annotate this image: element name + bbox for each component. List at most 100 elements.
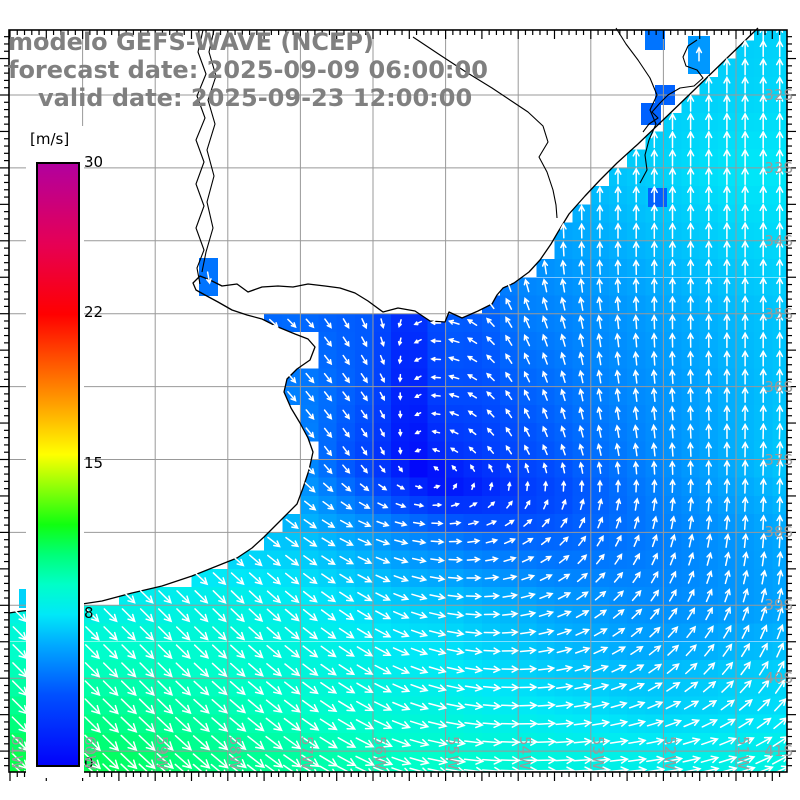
wind-arrow-icon (612, 609, 625, 619)
wind-arrow-icon (664, 755, 684, 764)
speed-cell (409, 459, 428, 478)
wind-arrow-icon (467, 410, 477, 417)
wind-arrow-icon (739, 679, 752, 694)
wind-arrow-icon (357, 591, 373, 602)
wind-arrow-icon (430, 538, 445, 545)
wind-arrow-icon (321, 537, 336, 547)
wind-arrow-icon (723, 112, 731, 131)
wind-arrow-icon (357, 538, 373, 546)
wind-arrow-icon (266, 644, 282, 659)
wind-arrow-icon (84, 644, 101, 660)
wind-arrow-icon (380, 318, 385, 330)
wind-arrow-icon (175, 626, 191, 641)
wind-arrow-icon (450, 502, 461, 507)
wind-arrow-icon (670, 533, 677, 548)
wind-arrow-icon (575, 610, 590, 619)
wind-arrow-icon (323, 427, 333, 439)
wind-arrow-icon (411, 557, 427, 564)
wind-arrow-icon (376, 520, 390, 527)
wind-arrow-icon (398, 410, 403, 419)
tick-layer (0, 30, 796, 781)
wind-arrow-icon (175, 644, 191, 659)
wind-arrow-icon (121, 626, 137, 641)
wind-arrow-icon (560, 314, 566, 329)
wind-arrow-icon (574, 646, 591, 654)
wind-arrow-icon (687, 496, 694, 512)
wind-arrow-icon (651, 442, 658, 457)
wind-arrow-icon (323, 391, 333, 402)
wind-arrow-icon (193, 644, 210, 659)
wind-arrow-icon (555, 719, 575, 728)
wind-arrow-icon (465, 611, 483, 619)
wind-arrow-icon (501, 683, 520, 692)
wind-arrow-icon (303, 537, 318, 547)
wind-arrow-icon (776, 495, 784, 513)
wind-arrow-icon (705, 75, 713, 94)
wind-arrow-icon (632, 350, 640, 366)
wind-arrow-icon (721, 661, 734, 675)
wind-arrow-icon (397, 337, 403, 347)
wind-arrow-icon (596, 351, 603, 366)
wind-arrow-icon (393, 575, 410, 583)
wind-arrow-icon (413, 338, 422, 344)
wind-arrow-icon (284, 681, 301, 695)
wind-arrow-icon (611, 646, 627, 655)
wind-arrow-icon (741, 422, 749, 440)
wind-arrow-icon (360, 428, 368, 438)
wind-arrow-icon (597, 497, 603, 511)
wind-arrow-icon (776, 276, 784, 294)
wind-arrow-icon (741, 441, 749, 458)
wind-arrow-icon (466, 355, 478, 363)
wind-arrow-icon (409, 720, 430, 729)
wind-arrow-icon (560, 351, 566, 365)
wind-arrow-icon (646, 737, 665, 746)
wind-arrow-icon (759, 459, 767, 476)
wind-arrow-icon (505, 278, 512, 293)
wind-arrow-icon (633, 497, 640, 511)
wind-arrow-icon (578, 388, 585, 402)
wind-arrow-icon (649, 626, 661, 638)
wind-arrow-icon (211, 717, 229, 733)
wind-arrow-icon (687, 386, 694, 403)
wind-arrow-icon (669, 570, 677, 584)
wind-arrow-icon (668, 112, 677, 130)
wind-arrow-icon (379, 446, 385, 456)
wind-arrow-icon (265, 735, 284, 750)
wind-arrow-icon (157, 698, 174, 715)
wind-arrow-icon (706, 551, 713, 566)
wind-arrow-icon (505, 334, 513, 346)
wind-arrow-icon (285, 518, 299, 529)
wind-arrow-icon (501, 665, 520, 673)
wind-arrow-icon (539, 592, 554, 600)
wind-arrow-icon (614, 461, 621, 475)
wind-arrow-icon (428, 684, 448, 693)
wind-arrow-icon (741, 203, 749, 222)
wind-arrow-icon (591, 737, 611, 746)
wind-arrow-icon (84, 752, 102, 770)
lon-tick-label: 54W (516, 736, 535, 770)
wind-arrow-icon (614, 553, 623, 565)
colorbar-unit-label: [m/s] (30, 130, 70, 148)
wind-arrow-icon (703, 662, 716, 675)
wind-arrow-icon (775, 184, 784, 204)
wind-arrow-icon (705, 221, 713, 240)
wind-arrow-icon (284, 608, 300, 622)
wind-arrow-icon (537, 719, 557, 728)
wind-arrow-icon (575, 628, 591, 636)
wind-arrow-icon (506, 463, 512, 473)
wind-arrow-icon (229, 662, 246, 677)
wind-arrow-icon (615, 479, 621, 493)
wind-arrow-icon (448, 356, 460, 362)
wind-arrow-icon (319, 736, 338, 749)
wind-arrow-icon (524, 462, 530, 474)
wind-arrow-icon (578, 351, 585, 366)
wind-arrow-icon (579, 498, 585, 511)
wind-arrow-icon (578, 333, 585, 348)
wind-arrow-icon (211, 662, 228, 678)
wind-arrow-icon (356, 700, 374, 712)
wind-arrow-icon (705, 496, 713, 512)
wind-arrow-icon (774, 678, 786, 694)
wind-arrow-icon (741, 295, 749, 312)
wind-arrow-icon (321, 519, 336, 529)
wind-arrow-icon (302, 645, 319, 658)
